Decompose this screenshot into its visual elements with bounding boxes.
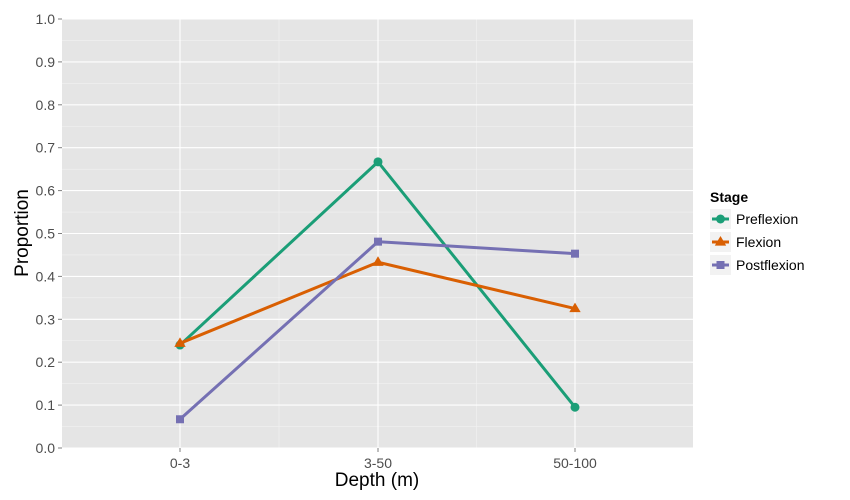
series-flexion (174, 256, 581, 347)
legend-item-flexion: Flexion (710, 232, 781, 252)
data-point (373, 157, 383, 167)
y-tick-label: 0.9 (36, 54, 56, 70)
x-axis-title: Depth (m) (335, 470, 419, 491)
y-tick-label: 0.1 (36, 397, 56, 413)
data-point (374, 237, 382, 246)
legend-item-postflexion: Postflexion (710, 255, 804, 275)
data-point (372, 256, 384, 266)
legend-key-marker (714, 236, 727, 246)
y-tick-label: 0.0 (36, 440, 56, 456)
data-point (570, 402, 580, 412)
legend-title: Stage (710, 189, 748, 205)
y-tick-label: 0.5 (36, 226, 56, 242)
y-axis: 0.0 0.1 0.2 0.3 0.4 0.5 0.6 0.7 0.8 0.9 1.0 (36, 11, 62, 456)
data-point (174, 337, 186, 347)
y-tick-label: 0.3 (36, 311, 56, 327)
y-tick-label: 0.4 (36, 268, 56, 284)
legend-label: Flexion (736, 234, 781, 250)
y-tick-label: 1.0 (36, 11, 56, 27)
series-layer (174, 157, 581, 424)
grid-major (62, 18, 693, 449)
data-point (176, 415, 184, 424)
legend-label: Preflexion (736, 211, 798, 227)
legend-item-preflexion: Preflexion (710, 209, 798, 229)
x-tick-label: 0-3 (170, 455, 190, 471)
legend-key-marker (716, 261, 725, 269)
x-tick-label: 3-50 (364, 455, 392, 471)
series-postflexion (176, 237, 579, 424)
legend-label: Postflexion (736, 257, 804, 273)
y-axis-title: Proportion (12, 189, 33, 277)
y-tick-label: 0.6 (36, 183, 56, 199)
data-point (571, 249, 579, 258)
data-point (569, 302, 581, 313)
y-tick-label: 0.8 (36, 97, 56, 113)
y-tick-label: 0.7 (36, 140, 56, 156)
legend: Stage Preflexion Flexion Postflexion (710, 189, 804, 275)
x-tick-label: 50-100 (553, 455, 597, 471)
x-axis: 0-3 3-50 50-100 (170, 448, 597, 471)
y-tick-label: 0.2 (36, 354, 56, 370)
legend-key-marker (716, 214, 725, 224)
